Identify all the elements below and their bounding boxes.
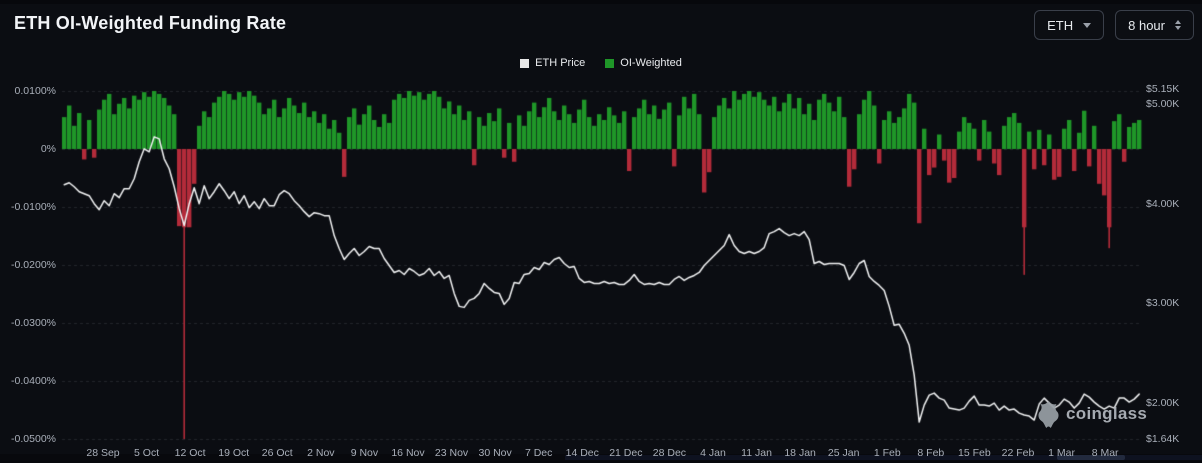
x-axis-label: 15 Feb — [958, 447, 991, 459]
x-axis-label: 7 Dec — [524, 447, 553, 459]
y-axis-left-label: 0.0100% — [14, 85, 56, 97]
up-down-spinner-icon — [1175, 20, 1181, 30]
x-axis-label: 25 Jan — [827, 447, 860, 459]
y-axis-left-label: 0% — [40, 143, 56, 155]
x-axis-label: 2 Nov — [307, 447, 335, 459]
chart-controls: ETH 8 hour — [1034, 10, 1194, 40]
symbol-dropdown-value: ETH — [1047, 17, 1074, 33]
legend-label-oi-weighted: OI-Weighted — [620, 57, 682, 69]
x-axis-label: 8 Feb — [917, 447, 945, 459]
y-axis-right-label: $3.00K — [1146, 297, 1180, 310]
symbol-dropdown[interactable]: ETH — [1034, 10, 1105, 40]
x-axis-label: 18 Jan — [784, 447, 816, 459]
scrollbar-thumb[interactable] — [1057, 455, 1125, 460]
x-axis-label: 11 Jan — [741, 447, 772, 459]
x-axis-label: 23 Nov — [434, 447, 469, 459]
interval-dropdown-value: 8 hour — [1128, 17, 1165, 33]
x-axis-label: 26 Oct — [261, 447, 293, 459]
x-axis-label: 1 Mar — [1048, 447, 1075, 459]
eth-price-swatch-icon — [520, 58, 530, 68]
x-axis-label: 8 Mar — [1091, 447, 1119, 459]
y-axis-right-label: $4.00K — [1146, 197, 1180, 210]
x-axis-label: 4 Jan — [700, 447, 726, 459]
x-axis-label: 19 Oct — [218, 447, 250, 459]
funding-rate-chart[interactable] — [0, 4, 1202, 461]
x-axis-label: 9 Nov — [350, 447, 379, 459]
x-axis-label: 1 Feb — [873, 447, 901, 459]
y-axis-left-label: -0.0100% — [11, 201, 56, 213]
y-axis-right-label: $2.00K — [1146, 397, 1180, 410]
header: ETH OI-Weighted Funding Rate ETH 8 hour — [0, 4, 1202, 48]
legend-label-eth-price: ETH Price — [535, 57, 586, 69]
coinglass-logo-icon — [1038, 401, 1059, 428]
y-axis-right-label: $1.64K — [1146, 432, 1180, 445]
x-axis-label: 12 Oct — [174, 447, 206, 459]
legend-item-oi-weighted[interactable]: OI-Weighted — [605, 57, 682, 69]
y-axis-left-label: -0.0300% — [11, 317, 56, 329]
y-axis-left-label: -0.0500% — [11, 433, 56, 445]
legend-item-eth-price[interactable]: ETH Price — [520, 57, 585, 69]
watermark: coinglass — [1036, 400, 1147, 428]
x-axis-label: 14 Dec — [565, 447, 599, 459]
y-axis-left-label: -0.0200% — [11, 259, 56, 271]
x-axis-label: 16 Nov — [391, 447, 425, 459]
y-axis-right-label: $5.00K — [1146, 97, 1180, 110]
y-axis-right-label: $5.15K — [1146, 83, 1180, 95]
x-axis-label: 22 Feb — [1001, 447, 1035, 459]
page-title: ETH OI-Weighted Funding Rate — [14, 13, 287, 33]
x-axis-label: 28 Sep — [86, 447, 120, 459]
bottom-scrollbar[interactable] — [565, 455, 1202, 460]
interval-dropdown[interactable]: 8 hour — [1115, 10, 1194, 40]
x-axis-label: 28 Dec — [652, 447, 687, 459]
chevron-down-icon — [1083, 22, 1092, 28]
watermark-text: coinglass — [1066, 404, 1148, 423]
legend: ETH Price OI-Weighted — [0, 57, 1202, 69]
oi-weighted-swatch-icon — [605, 58, 615, 68]
x-axis-label: 30 Nov — [478, 447, 512, 459]
x-axis-label: 21 Dec — [609, 447, 643, 459]
x-axis-label: 5 Oct — [134, 447, 160, 459]
y-axis-left-label: -0.0400% — [11, 375, 56, 387]
